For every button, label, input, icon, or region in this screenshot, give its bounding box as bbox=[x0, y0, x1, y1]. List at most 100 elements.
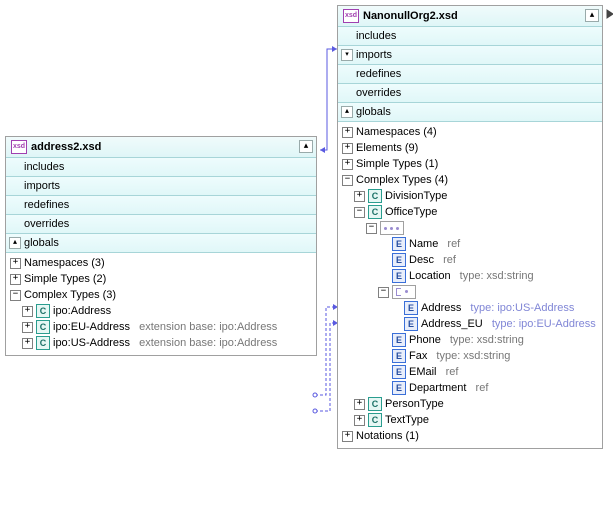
tree-row[interactable]: E Desc ref bbox=[342, 252, 598, 268]
tree-row[interactable]: − C OfficeType bbox=[342, 204, 598, 220]
expand-icon[interactable]: + bbox=[354, 399, 365, 410]
collapse-icon[interactable]: ▴ bbox=[9, 237, 21, 249]
collapse-icon[interactable]: ▴ bbox=[585, 9, 599, 22]
section-globals[interactable]: ▴ globals bbox=[338, 103, 602, 122]
section-imports[interactable]: ▾ imports bbox=[338, 46, 602, 65]
tree-left: + Namespaces (3) + Simple Types (2) − Co… bbox=[6, 253, 316, 355]
expand-icon[interactable]: + bbox=[342, 431, 353, 442]
tree-row[interactable]: E Phone type: xsd:string bbox=[342, 332, 598, 348]
elem-name: Address_EU bbox=[421, 317, 483, 331]
expand-icon[interactable]: + bbox=[10, 258, 21, 269]
section-redefines[interactable]: redefines bbox=[6, 196, 316, 215]
complextype-icon: C bbox=[36, 304, 50, 318]
elem-suffix: ref bbox=[443, 253, 456, 267]
elem-suffix: ref bbox=[476, 381, 489, 395]
section-imports[interactable]: imports bbox=[6, 177, 316, 196]
type-name: ipo:US-Address bbox=[53, 336, 130, 350]
tree-label: Simple Types bbox=[356, 157, 422, 171]
tree-count: (9) bbox=[405, 141, 418, 155]
xsd-icon: xsd bbox=[11, 140, 27, 154]
collapse-icon[interactable]: − bbox=[378, 287, 389, 298]
expand-icon[interactable]: + bbox=[342, 127, 353, 138]
expand-icon[interactable]: + bbox=[342, 143, 353, 154]
element-icon: E bbox=[392, 381, 406, 395]
tree-row[interactable]: + Namespaces (4) bbox=[342, 124, 598, 140]
tree-row[interactable]: + Notations (1) bbox=[342, 428, 598, 444]
type-name: DivisionType bbox=[385, 189, 447, 203]
panel-title-right: NanonullOrg2.xsd bbox=[363, 10, 458, 22]
panel-nanonull: xsd NanonullOrg2.xsd ▴ includes ▾ import… bbox=[337, 5, 603, 449]
complextype-icon: C bbox=[368, 397, 382, 411]
tree-row[interactable]: − Complex Types (3) bbox=[10, 287, 312, 303]
section-includes[interactable]: includes bbox=[6, 158, 316, 177]
elem-name: Desc bbox=[409, 253, 434, 267]
tree-row[interactable]: + C TextType bbox=[342, 412, 598, 428]
tree-row[interactable]: E EMail ref bbox=[342, 364, 598, 380]
type-ext: extension base: ipo:Address bbox=[139, 320, 277, 334]
complextype-icon: C bbox=[368, 413, 382, 427]
tree-label: Elements bbox=[356, 141, 402, 155]
section-overrides[interactable]: overrides bbox=[338, 84, 602, 103]
tree-row[interactable]: + Namespaces (3) bbox=[10, 255, 312, 271]
tree-row[interactable]: + Simple Types (1) bbox=[342, 156, 598, 172]
elem-name: Department bbox=[409, 381, 466, 395]
tree-row[interactable]: − Complex Types (4) bbox=[342, 172, 598, 188]
collapse-icon[interactable]: − bbox=[354, 207, 365, 218]
tree-row[interactable]: E Department ref bbox=[342, 380, 598, 396]
tree-count: (1) bbox=[425, 157, 438, 171]
panel-title-left: address2.xsd bbox=[31, 141, 101, 153]
tree-row[interactable]: + Elements (9) bbox=[342, 140, 598, 156]
tree-row[interactable]: E Address type: ipo:US-Address bbox=[342, 300, 598, 316]
panel-header-left: xsd address2.xsd ▴ bbox=[6, 137, 316, 158]
section-includes[interactable]: includes bbox=[338, 27, 602, 46]
tree-count: (4) bbox=[435, 173, 448, 187]
elem-name: Fax bbox=[409, 349, 427, 363]
section-label: includes bbox=[24, 161, 64, 173]
tree-count: (3) bbox=[103, 288, 116, 302]
tree-row[interactable]: − bbox=[342, 220, 598, 236]
type-name: OfficeType bbox=[385, 205, 437, 219]
expand-icon[interactable]: + bbox=[10, 274, 21, 285]
tree-row[interactable]: + C ipo:Address bbox=[10, 303, 312, 319]
section-label: overrides bbox=[24, 218, 69, 230]
expand-icon[interactable]: + bbox=[22, 338, 33, 349]
tree-right: + Namespaces (4) + Elements (9) + Simple… bbox=[338, 122, 602, 448]
tree-row[interactable]: E Fax type: xsd:string bbox=[342, 348, 598, 364]
complextype-icon: C bbox=[368, 205, 382, 219]
tree-label: Complex Types bbox=[24, 288, 100, 302]
elem-typeref: type: ipo:EU-Address bbox=[492, 317, 596, 331]
section-label: globals bbox=[24, 237, 59, 249]
collapse-icon[interactable]: − bbox=[342, 175, 353, 186]
collapse-icon[interactable]: ▾ bbox=[341, 49, 353, 61]
tree-label: Complex Types bbox=[356, 173, 432, 187]
collapse-icon[interactable]: − bbox=[366, 223, 377, 234]
section-label: globals bbox=[356, 106, 391, 118]
tree-row[interactable]: + Simple Types (2) bbox=[10, 271, 312, 287]
collapse-icon[interactable]: − bbox=[10, 290, 21, 301]
elem-suffix: type: xsd:string bbox=[436, 349, 510, 363]
section-globals[interactable]: ▴ globals bbox=[6, 234, 316, 253]
tree-row[interactable]: + C DivisionType bbox=[342, 188, 598, 204]
tree-row[interactable]: E Address_EU type: ipo:EU-Address bbox=[342, 316, 598, 332]
tree-row[interactable]: − bbox=[342, 284, 598, 300]
element-icon: E bbox=[392, 349, 406, 363]
tree-count: (4) bbox=[423, 125, 436, 139]
elem-suffix: type: xsd:string bbox=[450, 333, 524, 347]
tree-row[interactable]: + C ipo:US-Address extension base: ipo:A… bbox=[10, 335, 312, 351]
expand-icon[interactable]: + bbox=[354, 415, 365, 426]
tree-row[interactable]: + C PersonType bbox=[342, 396, 598, 412]
expand-icon[interactable]: + bbox=[354, 191, 365, 202]
tree-label: Namespaces bbox=[24, 256, 88, 270]
tree-row[interactable]: + C ipo:EU-Address extension base: ipo:A… bbox=[10, 319, 312, 335]
expand-icon[interactable]: + bbox=[22, 322, 33, 333]
collapse-icon[interactable]: ▴ bbox=[341, 106, 353, 118]
tree-row[interactable]: E Name ref bbox=[342, 236, 598, 252]
expand-icon[interactable]: + bbox=[342, 159, 353, 170]
section-redefines[interactable]: redefines bbox=[338, 65, 602, 84]
tree-row[interactable]: E Location type: xsd:string bbox=[342, 268, 598, 284]
collapse-icon[interactable]: ▴ bbox=[299, 140, 313, 153]
section-overrides[interactable]: overrides bbox=[6, 215, 316, 234]
type-ext: extension base: ipo:Address bbox=[139, 336, 277, 350]
tree-count: (1) bbox=[405, 429, 418, 443]
expand-icon[interactable]: + bbox=[22, 306, 33, 317]
